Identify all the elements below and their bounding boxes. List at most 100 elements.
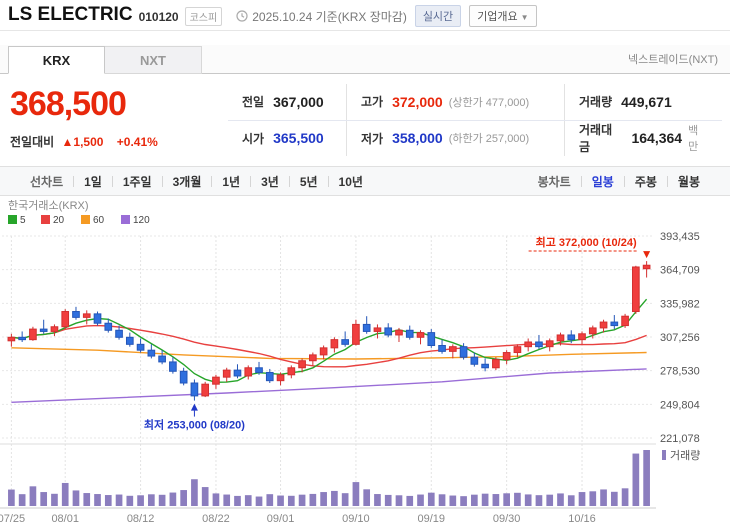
volume-bar	[180, 490, 187, 506]
stat-open: 시가 365,500	[242, 130, 324, 147]
range-10year[interactable]: 10년	[338, 174, 363, 189]
volume-bar	[158, 494, 166, 506]
price-axis-label: 307,256	[660, 332, 700, 344]
candle-up	[330, 339, 339, 349]
range-1week[interactable]: 1주일	[122, 174, 152, 189]
candle-down	[190, 382, 199, 397]
range-5year[interactable]: 5년	[299, 174, 318, 189]
mode-weekly[interactable]: 주봉	[634, 174, 657, 189]
volume-bar	[492, 494, 500, 506]
volume-bar	[18, 494, 26, 506]
volume-bar	[449, 495, 457, 506]
price-panel: 368,500 전일대비 ▲1,500 +0.41% 전일 367,000 고가…	[0, 74, 730, 166]
candle-up	[7, 336, 16, 342]
as-of-date: 2025.10.24 기준(KRX 장마감)	[252, 9, 407, 24]
high-arrow-icon	[643, 251, 651, 259]
candle-down	[459, 346, 468, 358]
date-axis-label: 08/12	[127, 513, 155, 525]
candle-up	[298, 360, 306, 369]
candle-down	[115, 329, 123, 338]
volume-bar	[148, 494, 155, 506]
candle-down	[233, 369, 242, 377]
legend-label: 20	[53, 215, 65, 226]
volume-bar	[524, 494, 532, 506]
candle-up	[599, 321, 608, 329]
volume-bar	[277, 495, 284, 506]
volume-bar	[244, 495, 252, 506]
line-chart-label: 선차트	[30, 174, 64, 189]
volume-bar	[266, 494, 274, 506]
market-tabbar: KRX NXT 넥스트레이드(NXT)	[0, 45, 730, 74]
volume-bar	[320, 492, 327, 506]
range-3month[interactable]: 3개월	[172, 174, 202, 189]
candle-chart-modes: 봉차트 일봉 주봉 월봉	[538, 173, 700, 190]
tab-krx[interactable]: KRX	[8, 46, 105, 74]
volume-bar	[514, 492, 521, 506]
range-3year[interactable]: 3년	[261, 174, 279, 189]
volume-bar	[600, 489, 607, 506]
volume-bar	[352, 482, 360, 506]
ma5-line	[11, 298, 648, 384]
date-axis-label: 08/01	[51, 513, 79, 525]
price-axis-label: 249,804	[660, 399, 700, 411]
volume-bar	[169, 492, 177, 506]
volume-bar	[40, 492, 48, 506]
volume-bar	[83, 493, 91, 506]
volume-bar	[51, 493, 58, 506]
price-axis-label: 335,982	[660, 298, 700, 310]
range-1year[interactable]: 1년	[222, 174, 241, 189]
volume-bar	[201, 487, 209, 506]
volume-bar	[557, 493, 564, 506]
candle-down	[362, 323, 371, 332]
stock-chart[interactable]: 393,435 364,709 335,982 307,256 278,530 249,8…	[0, 196, 730, 529]
legend-swatch-icon	[41, 215, 50, 224]
volume-bar	[363, 489, 371, 506]
volume-bar	[61, 482, 69, 506]
candle-up	[61, 311, 70, 328]
stat-prev-close: 전일 367,000	[242, 93, 324, 110]
candle-up	[287, 367, 296, 376]
company-overview-button[interactable]: 기업개요 ▼	[469, 5, 537, 27]
candle-up	[50, 326, 59, 332]
candle-down	[179, 370, 188, 384]
candle-down	[255, 367, 263, 373]
candle-up	[373, 327, 382, 332]
low-arrow-icon	[190, 403, 198, 411]
nxt-note: 넥스트레이드(NXT)	[627, 54, 718, 66]
stats-row-2: 시가 365,500 저가 358,000 (하한가 257,000) 거래대금…	[228, 120, 722, 156]
price-main: 368,500 전일대비 ▲1,500 +0.41%	[10, 84, 228, 156]
volume-bar	[212, 493, 220, 506]
volume-bar	[287, 495, 295, 506]
mode-daily[interactable]: 일봉	[591, 174, 614, 189]
volume-bar	[395, 495, 403, 506]
change-value: ▲1,500	[61, 135, 104, 149]
candle-up	[492, 359, 500, 369]
candle-down	[341, 339, 349, 345]
volume-bar	[255, 496, 263, 506]
volume-pane-label: 거래량	[670, 449, 700, 462]
volume-bar	[94, 494, 101, 506]
candle-up	[212, 376, 220, 385]
range-1day[interactable]: 1일	[84, 174, 102, 189]
date-axis-label: 09/01	[267, 513, 295, 525]
date-axis-label: 10/16	[568, 513, 596, 525]
candle-down	[147, 349, 156, 357]
candle-down	[470, 356, 479, 365]
volume-bar	[115, 494, 123, 506]
tab-nxt[interactable]: NXT	[105, 46, 202, 74]
volume-bar	[331, 490, 338, 506]
mode-monthly[interactable]: 월봉	[677, 174, 700, 189]
ma60-line	[11, 347, 647, 360]
low-annotation: 최저 253,000 (08/20)	[144, 418, 245, 432]
page-header: LS ELECTRIC 010120 코스피 2025.10.24 기준(KRX…	[0, 0, 730, 31]
volume-bar	[8, 489, 15, 506]
stock-name: LS ELECTRIC	[8, 4, 133, 25]
chart-toolbar: 선차트 1일 1주일 3개월 1년 3년 5년 10년 봉차트 일봉 주봉 월봉	[0, 166, 730, 196]
volume-bar	[427, 492, 435, 506]
candle-up	[244, 367, 253, 377]
candle-down	[93, 313, 102, 324]
volume-bar	[341, 493, 349, 506]
candle-up	[578, 333, 586, 341]
realtime-button[interactable]: 실시간	[414, 5, 462, 27]
candle-down	[136, 343, 145, 351]
